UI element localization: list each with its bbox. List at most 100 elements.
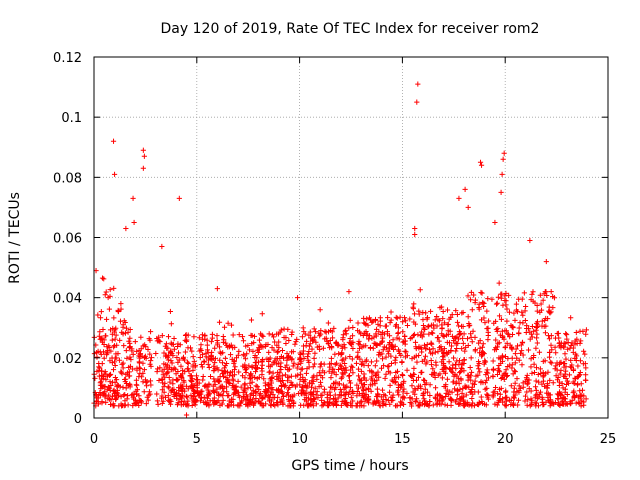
data-point — [424, 359, 430, 365]
data-point — [385, 315, 391, 321]
data-point — [374, 371, 380, 377]
data-point — [456, 195, 462, 201]
data-point — [259, 403, 265, 409]
data-point — [396, 392, 402, 398]
data-point — [153, 350, 159, 357]
data-point — [123, 380, 130, 387]
data-point — [285, 367, 291, 373]
data-point — [190, 354, 196, 360]
data-point — [441, 369, 447, 375]
data-point — [252, 369, 259, 375]
data-point — [504, 306, 510, 312]
data-point — [278, 366, 284, 373]
data-point — [400, 401, 407, 408]
data-point — [327, 399, 333, 405]
data-point — [441, 349, 447, 356]
data-point — [106, 343, 112, 349]
data-point — [370, 318, 376, 324]
data-point — [95, 312, 101, 318]
data-point — [565, 346, 571, 352]
data-point — [214, 386, 220, 392]
data-point — [454, 373, 460, 379]
data-point — [421, 396, 427, 402]
data-point — [120, 360, 126, 366]
data-point — [120, 384, 126, 390]
data-point — [469, 339, 475, 345]
data-point — [108, 382, 114, 389]
data-point — [340, 382, 347, 388]
data-point — [240, 363, 246, 369]
data-point — [167, 401, 174, 407]
data-point — [236, 332, 242, 338]
data-point — [492, 318, 499, 325]
data-point — [306, 332, 312, 338]
data-point — [115, 350, 121, 357]
data-point — [287, 403, 293, 409]
data-point — [508, 383, 514, 389]
data-point — [97, 349, 103, 355]
data-point — [540, 358, 546, 364]
data-point — [168, 367, 174, 373]
y-tick-label: 0.04 — [53, 292, 82, 307]
data-point — [143, 343, 149, 350]
data-point — [255, 349, 261, 356]
data-point — [524, 389, 530, 395]
data-point — [327, 392, 333, 398]
data-point — [450, 365, 456, 371]
data-point — [180, 354, 187, 360]
data-point — [499, 333, 506, 339]
data-point — [400, 319, 406, 325]
data-point — [494, 300, 500, 306]
data-point — [244, 351, 250, 357]
data-point — [140, 147, 146, 153]
data-point — [502, 389, 509, 395]
data-point — [422, 386, 428, 392]
data-point — [338, 402, 344, 408]
data-point — [197, 398, 204, 404]
data-point — [395, 347, 402, 353]
data-point — [435, 349, 441, 355]
data-point — [110, 367, 117, 373]
data-point — [289, 331, 295, 338]
data-point — [511, 385, 518, 391]
data-point — [362, 375, 368, 381]
data-point — [113, 332, 119, 338]
data-point — [302, 331, 308, 337]
data-point — [332, 362, 338, 368]
y-tick-label: 0.08 — [53, 171, 82, 186]
data-point — [449, 368, 455, 374]
data-point — [377, 323, 383, 329]
data-point — [461, 331, 467, 337]
data-point — [171, 346, 178, 352]
data-point — [312, 361, 318, 367]
data-point — [366, 336, 372, 342]
data-point — [297, 350, 303, 356]
data-point — [347, 353, 353, 360]
data-point — [248, 317, 255, 323]
data-point — [306, 348, 312, 355]
data-point — [161, 389, 167, 395]
data-point — [134, 382, 140, 388]
data-point — [232, 344, 238, 351]
data-point — [171, 335, 177, 342]
data-point — [256, 386, 262, 393]
data-point — [256, 392, 263, 398]
data-point — [431, 371, 438, 377]
data-point — [430, 366, 436, 372]
data-point — [380, 347, 386, 353]
data-point — [415, 374, 422, 380]
data-point — [184, 394, 190, 400]
data-point — [462, 186, 468, 192]
data-point — [290, 363, 296, 369]
data-point — [219, 401, 225, 407]
data-point — [323, 329, 329, 335]
data-point — [563, 331, 570, 338]
data-point — [274, 361, 280, 367]
data-point — [460, 335, 466, 341]
data-point — [426, 347, 433, 353]
data-point — [145, 346, 151, 353]
data-point — [217, 357, 223, 363]
data-point — [259, 368, 265, 374]
data-point — [103, 316, 110, 322]
data-point — [329, 345, 335, 351]
